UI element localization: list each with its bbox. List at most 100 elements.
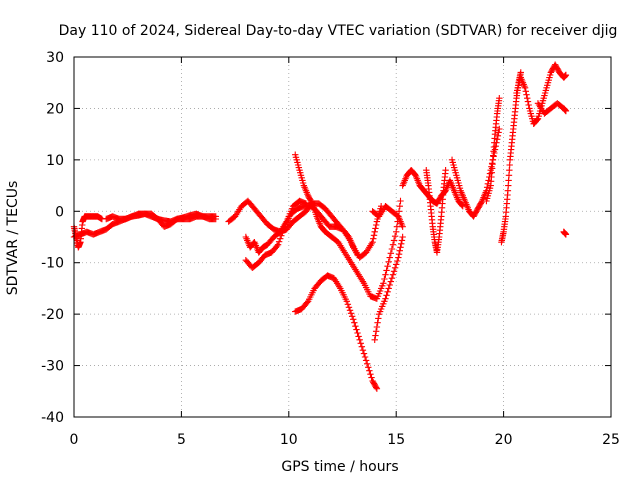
- data-point: [387, 250, 395, 257]
- data-point: [343, 298, 350, 305]
- data-point: [365, 364, 372, 371]
- data-point: [386, 281, 393, 289]
- data-point: [352, 322, 359, 330]
- data-series-3: [103, 210, 219, 225]
- data-point: [370, 232, 378, 239]
- data-point: [372, 221, 380, 229]
- data-point: [375, 315, 382, 322]
- data-point: [350, 316, 357, 323]
- data-point: [562, 107, 570, 115]
- data-series-8: [292, 272, 381, 392]
- y-tick-label: -20: [41, 307, 64, 323]
- y-tick-label: 30: [46, 50, 64, 66]
- y-tick-label: 20: [46, 101, 64, 117]
- data-point: [387, 278, 395, 285]
- data-point: [279, 229, 286, 236]
- data-point: [389, 271, 397, 278]
- data-point: [562, 231, 570, 238]
- data-series-14: [483, 94, 503, 205]
- y-tick-label: -30: [41, 359, 64, 375]
- data-point: [562, 71, 570, 79]
- data-point: [393, 228, 400, 236]
- data-point: [398, 237, 406, 244]
- data-point: [391, 232, 399, 240]
- data-point: [390, 237, 398, 244]
- data-series-16: [513, 61, 570, 128]
- data-series-6: [242, 201, 385, 272]
- data-point: [521, 84, 529, 92]
- data-point: [358, 343, 366, 350]
- data-point: [399, 223, 406, 230]
- data-point: [483, 184, 491, 191]
- data-point: [367, 370, 374, 378]
- data-point: [372, 332, 379, 339]
- data-point: [523, 91, 530, 98]
- data-point: [397, 244, 404, 251]
- data-point: [395, 250, 403, 258]
- data-point: [394, 257, 401, 265]
- data-point: [390, 268, 398, 275]
- data-point: [371, 228, 378, 236]
- data-series-7: [292, 151, 404, 302]
- data-point: [496, 125, 503, 133]
- x-axis-label: GPS time / hours: [281, 459, 398, 475]
- data-point: [384, 288, 391, 296]
- data-point: [396, 247, 403, 254]
- data-series-12: [423, 166, 449, 256]
- data-point: [359, 346, 367, 354]
- data-point: [372, 225, 379, 232]
- y-tick-label: 0: [55, 204, 64, 220]
- data-series-15: [498, 69, 524, 246]
- data-point: [362, 357, 370, 364]
- data-point: [383, 292, 390, 299]
- axis-ticks: 0 5 10 15 20 25 -40 -30 -20 -10 0 10 20 30: [41, 50, 620, 448]
- data-point: [525, 101, 532, 109]
- data-point: [534, 116, 541, 123]
- x-tick-label: 25: [602, 432, 620, 448]
- data-point: [395, 254, 402, 261]
- data-point: [356, 336, 363, 344]
- data-point: [399, 233, 406, 241]
- data-point: [478, 199, 485, 206]
- data-point: [442, 166, 449, 174]
- data-point: [308, 199, 315, 206]
- data-point: [357, 340, 364, 347]
- data-point: [396, 202, 403, 210]
- data-series-10: [369, 202, 406, 230]
- data-point: [273, 242, 281, 250]
- x-tick-label: 15: [387, 432, 405, 448]
- data-point: [370, 235, 377, 242]
- data-point: [393, 261, 400, 268]
- data-point: [274, 241, 282, 248]
- data-point: [380, 280, 387, 287]
- data-point: [374, 319, 381, 326]
- data-point: [278, 232, 285, 239]
- data-point: [373, 323, 381, 331]
- data-point: [495, 129, 502, 136]
- y-tick-label: -10: [41, 256, 64, 272]
- data-point: [395, 208, 403, 215]
- y-tick-label: 10: [46, 153, 64, 169]
- data-point: [372, 384, 380, 391]
- data-point: [388, 245, 396, 253]
- data-point: [347, 310, 355, 317]
- x-tick-label: 20: [495, 432, 513, 448]
- data-point: [280, 226, 287, 233]
- data-point: [355, 333, 362, 340]
- data-point: [384, 262, 391, 270]
- data-series-9: [371, 233, 406, 344]
- data-point: [372, 328, 380, 335]
- data-point: [385, 285, 392, 292]
- data-point: [458, 202, 466, 209]
- data-series-17: [534, 100, 570, 117]
- chart-title: Day 110 of 2024, Sidereal Day-to-day VTE…: [59, 23, 618, 39]
- data-point: [496, 94, 503, 102]
- x-tick-label: 5: [177, 432, 186, 448]
- data-point: [361, 353, 369, 361]
- data-point: [368, 374, 375, 381]
- data-point: [397, 197, 404, 205]
- data-point: [385, 258, 392, 266]
- x-tick-label: 10: [280, 432, 298, 448]
